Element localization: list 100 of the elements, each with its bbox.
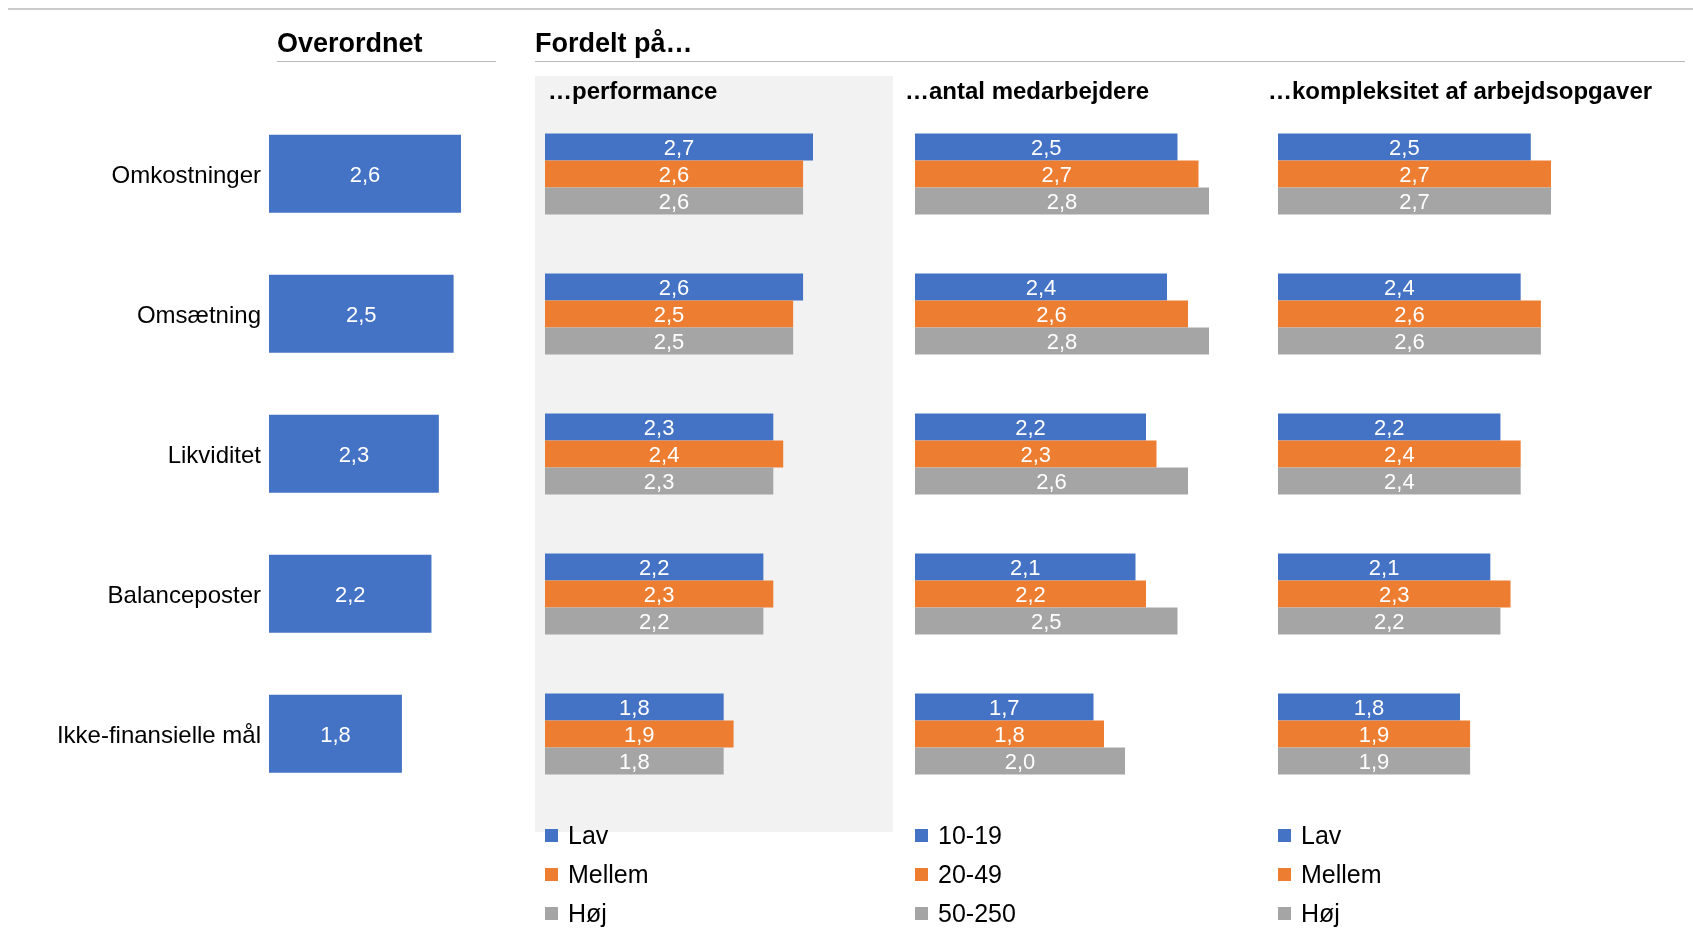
bar bbox=[1278, 300, 1541, 328]
data-label: 2,6 bbox=[658, 274, 690, 300]
legend-label: 50-250 bbox=[938, 898, 1016, 929]
data-label: 2,7 bbox=[1041, 161, 1073, 187]
data-label: 2,7 bbox=[1399, 161, 1430, 187]
bar bbox=[1278, 720, 1471, 748]
data-label: 2,2 bbox=[334, 581, 366, 607]
y-tick-label: Likviditet bbox=[167, 440, 262, 468]
data-label: 1,9 bbox=[624, 721, 655, 747]
data-label: 2,6 bbox=[349, 161, 381, 187]
data-label: 2,3 bbox=[643, 468, 675, 494]
legend-label: Høj bbox=[568, 898, 607, 929]
bar bbox=[915, 693, 1094, 721]
chart-subtitle: …antal medarbejdere bbox=[905, 77, 1150, 105]
bar bbox=[1278, 187, 1551, 215]
data-label: 1,8 bbox=[1353, 694, 1385, 720]
chart-subtitle: …kompleksitet af arbejdsopgaver bbox=[1268, 77, 1653, 105]
data-label: 2,5 bbox=[346, 301, 377, 327]
data-label: 1,8 bbox=[619, 694, 650, 720]
data-label: 2,6 bbox=[658, 188, 690, 214]
data-label: 1,8 bbox=[320, 721, 351, 747]
bar bbox=[1278, 133, 1531, 161]
data-label: 2,3 bbox=[1020, 441, 1052, 467]
bar bbox=[915, 133, 1178, 161]
data-label: 2,8 bbox=[1046, 328, 1078, 354]
bar bbox=[915, 413, 1146, 441]
data-label: 2,2 bbox=[1373, 608, 1405, 634]
bar bbox=[545, 580, 774, 608]
data-label: 2,4 bbox=[648, 441, 680, 467]
data-label: 2,5 bbox=[1030, 134, 1062, 160]
bar bbox=[545, 187, 804, 215]
data-label: 2,8 bbox=[1046, 188, 1078, 214]
data-label: 2,4 bbox=[1384, 468, 1415, 494]
y-tick-label: Omsætning bbox=[136, 300, 261, 328]
data-label: 1,7 bbox=[988, 694, 1020, 720]
bar bbox=[545, 160, 804, 188]
data-label: 2,3 bbox=[1378, 581, 1410, 607]
data-label: 2,2 bbox=[1015, 414, 1046, 440]
y-tick-label: Omkostninger bbox=[111, 160, 262, 188]
bar bbox=[915, 327, 1209, 355]
data-label: 2,5 bbox=[1030, 608, 1062, 634]
legend-label: Lav bbox=[1301, 820, 1342, 851]
bar bbox=[545, 607, 764, 635]
data-label: 2,2 bbox=[1015, 581, 1046, 607]
data-label: 2,5 bbox=[1389, 134, 1420, 160]
data-label: 1,8 bbox=[619, 748, 650, 774]
data-label: 2,3 bbox=[643, 581, 675, 607]
chart-title: Fordelt på… bbox=[535, 28, 1685, 62]
data-label: 1,9 bbox=[1358, 721, 1390, 747]
bar bbox=[269, 694, 402, 773]
legend-label: Lav bbox=[568, 820, 609, 851]
data-label: 2,7 bbox=[1399, 188, 1430, 214]
data-label: 2,6 bbox=[1036, 468, 1067, 494]
bar bbox=[545, 440, 784, 468]
bar bbox=[1278, 413, 1501, 441]
bar bbox=[915, 467, 1188, 495]
bar bbox=[915, 553, 1136, 581]
bar bbox=[545, 693, 724, 721]
bar bbox=[545, 133, 813, 161]
bar bbox=[915, 187, 1209, 215]
bar bbox=[545, 327, 794, 355]
chart-title: Overordnet bbox=[277, 28, 496, 62]
data-label: 2,4 bbox=[1384, 441, 1415, 467]
data-label: 2,6 bbox=[1394, 328, 1425, 354]
data-label: 2,1 bbox=[1368, 554, 1400, 580]
bar bbox=[269, 554, 432, 633]
bar bbox=[545, 747, 724, 775]
data-label: 1,8 bbox=[994, 721, 1025, 747]
bar bbox=[545, 467, 774, 495]
bar bbox=[269, 274, 454, 353]
data-label: 2,7 bbox=[663, 134, 695, 160]
bar bbox=[1278, 440, 1521, 468]
bar bbox=[545, 553, 764, 581]
bar bbox=[1278, 160, 1551, 188]
data-label: 2,2 bbox=[638, 554, 670, 580]
bar bbox=[915, 720, 1104, 748]
bar bbox=[269, 414, 439, 493]
bar bbox=[1278, 693, 1460, 721]
data-label: 2,0 bbox=[1004, 748, 1036, 774]
data-label: 2,4 bbox=[1384, 274, 1415, 300]
bar bbox=[1278, 467, 1521, 495]
bar bbox=[1278, 580, 1511, 608]
data-label: 2,3 bbox=[643, 414, 675, 440]
legend-label: Høj bbox=[1301, 898, 1340, 929]
bar bbox=[1278, 327, 1541, 355]
data-label: 2,4 bbox=[1025, 274, 1057, 300]
chart-subtitle: …performance bbox=[548, 77, 718, 105]
data-label: 2,6 bbox=[1036, 301, 1067, 327]
bar bbox=[1278, 747, 1471, 775]
data-label: 2,5 bbox=[653, 301, 685, 327]
legend-label: Mellem bbox=[1301, 859, 1382, 890]
legend-label: 20-49 bbox=[938, 859, 1002, 890]
data-label: 2,3 bbox=[338, 441, 370, 467]
bar bbox=[545, 413, 774, 441]
y-tick-label: Balanceposter bbox=[107, 580, 261, 608]
legend-label: Mellem bbox=[568, 859, 649, 890]
bar bbox=[1278, 273, 1521, 301]
bar bbox=[545, 720, 734, 748]
bar bbox=[545, 300, 794, 328]
data-label: 2,1 bbox=[1009, 554, 1041, 580]
